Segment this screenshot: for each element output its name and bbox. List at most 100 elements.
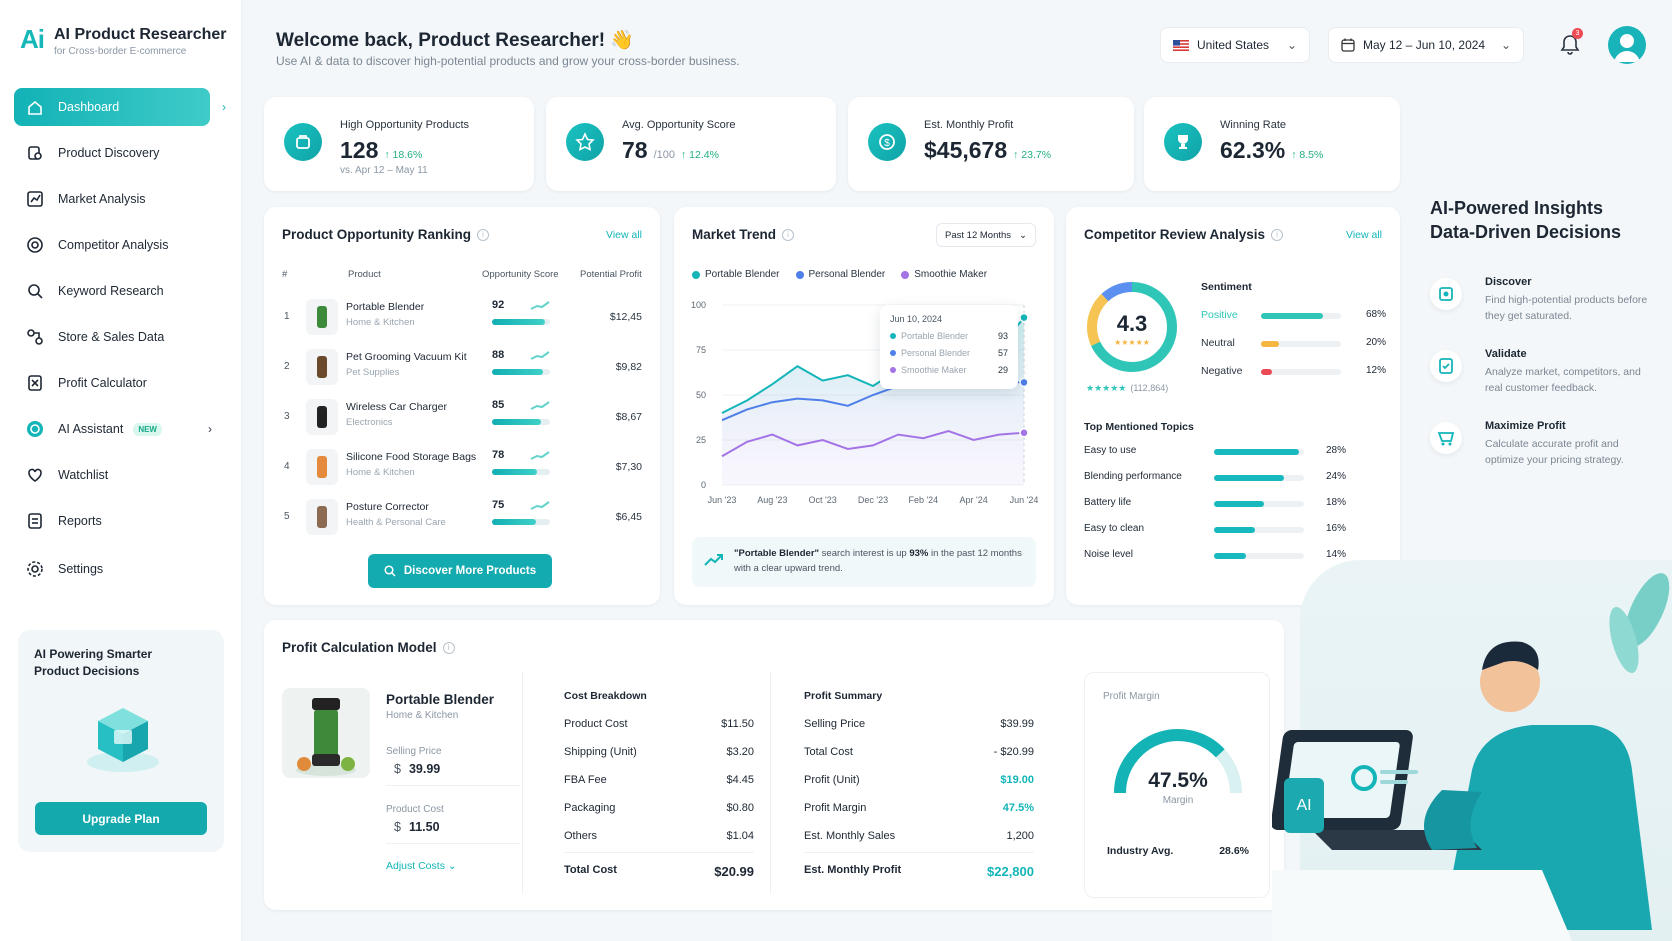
summary-row: Profit Margin 47.5% (804, 802, 1034, 814)
score-bar (492, 469, 550, 475)
search-icon (26, 282, 44, 300)
discover-more-button[interactable]: Discover More Products (368, 554, 552, 588)
legend-item[interactable]: Portable Blender (692, 269, 780, 280)
ai-icon (26, 420, 44, 438)
potential-profit: $9,82 (615, 361, 642, 373)
cost-total-label: Total Cost (564, 864, 617, 876)
researcher-illustration (1272, 573, 1670, 941)
row-rank: 1 (284, 311, 290, 322)
topic-bar (1214, 553, 1304, 559)
ranking-view-all-link[interactable]: View all (606, 229, 642, 241)
opportunity-score: 75 (492, 499, 505, 511)
topic-pct: 14% (1325, 549, 1346, 560)
insight-desc: Calculate accurate profit and optimize y… (1485, 438, 1624, 466)
sidebar-item-watchlist[interactable]: Watchlist (14, 456, 210, 494)
table-row[interactable]: 4 Silicone Food Storage Bags Home & Kitc… (282, 445, 642, 493)
donut-segment (1087, 282, 1177, 372)
model-product-name: Portable Blender (386, 692, 495, 707)
legend-item[interactable]: Personal Blender (795, 269, 885, 280)
sidebar-item-label: Watchlist (58, 468, 109, 482)
cost-value: $0.80 (726, 802, 754, 814)
summary-row: Total Cost - $20.99 (804, 746, 1034, 758)
kpi-value: $45,678 ↑ 23.7% (924, 137, 1052, 163)
summary-value: - $20.99 (993, 746, 1034, 758)
sidebar-item-settings[interactable]: Settings (14, 550, 210, 588)
sidebar-nav: Dashboard › Product Discovery Market Analys… (14, 88, 226, 596)
topic-pct: 18% (1325, 497, 1346, 508)
chevron-right-icon: › (222, 100, 226, 114)
info-icon[interactable]: i (477, 228, 489, 241)
sidebar-item-dashboard[interactable]: Dashboard › (14, 88, 226, 126)
insights-title-line1: AI-Powered Insights (1430, 198, 1604, 218)
table-row[interactable]: 5 Posture Corrector Health & Personal Ca… (282, 495, 642, 543)
sidebar-item-market-analysis[interactable]: Market Analysis (14, 180, 210, 218)
competitor-view-all-link[interactable]: View all (1346, 229, 1382, 241)
topic-pct: 28% (1325, 445, 1346, 456)
col-header-product: Product (348, 269, 381, 280)
tooltip-value: 29 (997, 365, 1008, 375)
divider (564, 852, 754, 853)
upgrade-plan-button[interactable]: Upgrade Plan (35, 802, 207, 835)
sidebar-item-profit-calculator[interactable]: Profit Calculator (14, 364, 210, 402)
potential-profit: $6,45 (615, 511, 642, 523)
summary-label: Profit Margin (804, 802, 867, 814)
calendar-icon (1341, 38, 1355, 52)
table-row[interactable]: 1 Portable Blender Home & Kitchen 92 $12… (282, 295, 642, 343)
insight-item: Discover Find high-potential products bef… (1430, 276, 1650, 336)
sidebar-item-product-discovery[interactable]: Product Discovery (14, 134, 210, 172)
chart-icon (26, 190, 44, 208)
table-row[interactable]: 3 Wireless Car Charger Electronics 85 $8… (282, 395, 642, 443)
sidebar-item-reports[interactable]: Reports (14, 502, 210, 540)
table-row[interactable]: 2 Pet Grooming Vacuum Kit Pet Supplies 8… (282, 345, 642, 393)
product-thumbnail (306, 349, 338, 385)
avatar[interactable] (1608, 26, 1646, 64)
sidebar-item-competitor-analysis[interactable]: Competitor Analysis (14, 226, 210, 264)
topic-label: Noise level (1084, 549, 1133, 560)
chart-tooltip: Jun 10, 2024 Portable Blender 93 Personal … (880, 305, 1018, 389)
cost-row: Product Cost $11.50 (564, 718, 754, 730)
summary-label: Selling Price (804, 718, 866, 730)
legend-swatch (795, 270, 804, 279)
sidebar-item-ai-assistant[interactable]: AI Assistant NEW › (14, 410, 212, 448)
adjust-costs-link[interactable]: Adjust Costs ⌄ (386, 860, 457, 872)
brand-subtitle: for Cross-border E-commerce (54, 46, 187, 57)
sentiment-donut-chart (1087, 282, 1177, 372)
product-category: Home & Kitchen (346, 467, 415, 478)
info-icon[interactable]: i (782, 228, 795, 241)
selling-price-input[interactable]: $39.99 (386, 762, 520, 786)
tooltip-row: Personal Blender 57 (890, 348, 1008, 358)
insight-product: "Portable Blender" (734, 548, 820, 559)
summary-label: Profit (Unit) (804, 774, 860, 786)
model-product-category: Home & Kitchen (386, 710, 459, 721)
cost-breakdown-title: Cost Breakdown (564, 690, 647, 702)
trend-title: Market Trend (692, 227, 777, 242)
sentiment-row: Positive 68% (1201, 309, 1386, 325)
kpi-card: Winning Rate 62.3% ↑ 8.5% (1144, 97, 1400, 191)
insight-desc: Find high-potential products before they… (1485, 294, 1648, 322)
sidebar-item-label: Dashboard (58, 100, 120, 114)
summary-row: Selling Price $39.99 (804, 718, 1034, 730)
cost-row: Others $1.04 (564, 830, 754, 842)
legend-item[interactable]: Smoothie Maker (901, 269, 987, 280)
gear-icon (26, 560, 44, 578)
tooltip-row: Portable Blender 93 (890, 331, 1008, 341)
sidebar-item-store-sales-data[interactable]: Store & Sales Data (14, 318, 210, 356)
margin-sub: Margin (1162, 795, 1194, 806)
info-icon[interactable]: i (1271, 228, 1284, 241)
divider (804, 852, 1034, 853)
notification-button[interactable]: 3 (1560, 28, 1583, 59)
product-cost-input[interactable]: $11.50 (386, 820, 520, 844)
profit-model-card: Profit Calculation Model i Portable Blend… (264, 620, 1284, 910)
search-icon (384, 565, 396, 577)
market-trend-card: Market Trend i Past 12 Months ⌄ Portable B… (674, 207, 1054, 605)
info-icon[interactable]: i (442, 641, 455, 654)
date-range-picker[interactable]: May 12 – Jun 10, 2024 ⌄ (1328, 27, 1524, 63)
kpi-label: Winning Rate (1220, 119, 1287, 131)
review-summary: ★★★★★ (112,864) (1086, 383, 1168, 394)
cost-total-value: $20.99 (714, 864, 754, 879)
sidebar-item-keyword-research[interactable]: Keyword Research (14, 272, 210, 310)
insight-item: Validate Analyze market, competitors, and… (1430, 348, 1650, 408)
country-select[interactable]: United States ⌄ (1160, 27, 1310, 63)
trend-range-select[interactable]: Past 12 Months ⌄ (936, 223, 1036, 247)
summary-total-value: $22,800 (987, 864, 1034, 879)
